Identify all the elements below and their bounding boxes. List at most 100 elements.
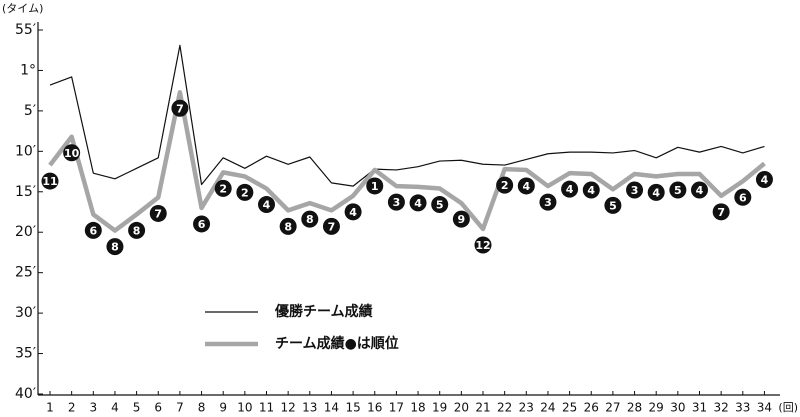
- rank-marker: [409, 194, 427, 212]
- rank-marker: [647, 183, 665, 201]
- x-tick-label: 13: [302, 401, 317, 415]
- rank-label: 1: [371, 180, 379, 193]
- x-tick-label: 1: [46, 401, 54, 415]
- series-line: [49, 44, 765, 187]
- rank-label: 4: [263, 199, 271, 212]
- y-tick-label: 20′: [15, 224, 36, 240]
- x-tick-label: 16: [367, 401, 382, 415]
- rank-label: 3: [631, 184, 639, 197]
- x-tick-label: 30: [670, 401, 685, 415]
- rank-label: 6: [739, 191, 747, 204]
- rank-marker: [171, 99, 189, 117]
- rank-label: 2: [241, 186, 249, 199]
- rank-label: 2: [501, 179, 509, 192]
- x-tick-label: 32: [714, 401, 729, 415]
- y-tick-label: 25′: [15, 265, 36, 281]
- y-tick-label: 40′: [15, 386, 36, 402]
- rank-marker: [431, 196, 449, 214]
- rank-marker: [669, 181, 687, 199]
- rank-label: 4: [522, 180, 530, 193]
- legend-label: 優勝チーム成績: [274, 303, 373, 320]
- x-tick-label: 22: [497, 401, 512, 415]
- x-tick-label: 26: [584, 401, 599, 415]
- x-tick-label: 10: [237, 401, 252, 415]
- rank-label: 7: [328, 220, 336, 233]
- rank-label: 3: [544, 196, 552, 209]
- rank-marker: [517, 177, 535, 195]
- x-tick-label: 8: [198, 401, 206, 415]
- rank-marker: [322, 217, 340, 235]
- rank-label: 7: [154, 207, 162, 220]
- x-tick-label: 2: [68, 401, 76, 415]
- x-tick-label: 9: [219, 401, 227, 415]
- rank-label: 2: [219, 182, 227, 195]
- x-tick-label: 27: [605, 401, 620, 415]
- x-tick-label: 28: [627, 401, 642, 415]
- rank-marker: [452, 210, 470, 228]
- x-tick-label: 11: [259, 401, 274, 415]
- rank-marker: [128, 221, 146, 239]
- x-tick-label: 19: [432, 401, 447, 415]
- x-axis-label: (回): [778, 401, 798, 414]
- rank-label: 8: [133, 224, 141, 237]
- rank-marker: [344, 203, 362, 221]
- y-tick-label: 55′: [15, 22, 36, 38]
- rank-label: 4: [696, 184, 704, 197]
- x-tick-label: 24: [540, 401, 555, 415]
- rank-label: 4: [414, 197, 422, 210]
- rank-label: 10: [64, 147, 80, 160]
- rank-label: 6: [198, 218, 206, 231]
- rank-label: 5: [436, 199, 444, 212]
- rank-marker: [279, 217, 297, 235]
- rank-marker: [474, 236, 492, 254]
- rank-label: 4: [587, 184, 595, 197]
- rank-marker: [193, 215, 211, 233]
- rank-label: 6: [89, 224, 97, 237]
- rank-label: 4: [349, 206, 357, 219]
- rank-marker: [149, 204, 167, 222]
- x-tick-label: 4: [111, 401, 119, 415]
- x-tick-label: 31: [692, 401, 707, 415]
- rank-label: 12: [475, 239, 490, 252]
- rank-marker: [582, 181, 600, 199]
- rank-label: 8: [284, 220, 292, 233]
- rank-label: 4: [652, 186, 660, 199]
- rank-marker: [734, 188, 752, 206]
- rank-marker: [366, 177, 384, 195]
- rank-marker: [712, 203, 730, 221]
- rank-marker: [214, 179, 232, 197]
- x-tick-label: 25: [562, 401, 577, 415]
- x-tick-label: 18: [410, 401, 425, 415]
- rank-label: 8: [306, 213, 314, 226]
- rank-label: 4: [761, 173, 769, 186]
- y-tick-label: 35′: [15, 346, 36, 362]
- rank-marker: [691, 181, 708, 199]
- x-tick-label: 12: [281, 401, 296, 415]
- rank-label: 4: [566, 183, 574, 196]
- x-tick-label: 23: [519, 401, 534, 415]
- x-tick-label: 20: [454, 401, 469, 415]
- rank-marker: [626, 181, 644, 199]
- rank-label: 7: [717, 206, 725, 219]
- x-tick-label: 3: [89, 401, 97, 415]
- rank-marker: [496, 176, 514, 194]
- rank-marker: [84, 221, 102, 239]
- y-tick-label: 30′: [15, 305, 36, 321]
- x-tick-label: 7: [176, 401, 184, 415]
- legend-label: チーム成績●は順位: [275, 335, 399, 352]
- series-line: [48, 90, 766, 233]
- rank-marker: [539, 193, 557, 211]
- rank-label: 3: [393, 196, 401, 209]
- rank-marker: [106, 238, 124, 256]
- rank-marker: [258, 196, 275, 214]
- rank-label: 5: [609, 199, 617, 212]
- x-tick-label: 17: [389, 401, 404, 415]
- rank-marker: [604, 196, 622, 214]
- y-tick-label: 1°: [20, 62, 36, 78]
- rank-label: 9: [458, 213, 466, 226]
- rank-marker: [561, 180, 579, 198]
- x-tick-label: 15: [345, 401, 360, 415]
- rank-label: 7: [176, 102, 184, 115]
- y-axis-label: (タイム): [2, 2, 43, 15]
